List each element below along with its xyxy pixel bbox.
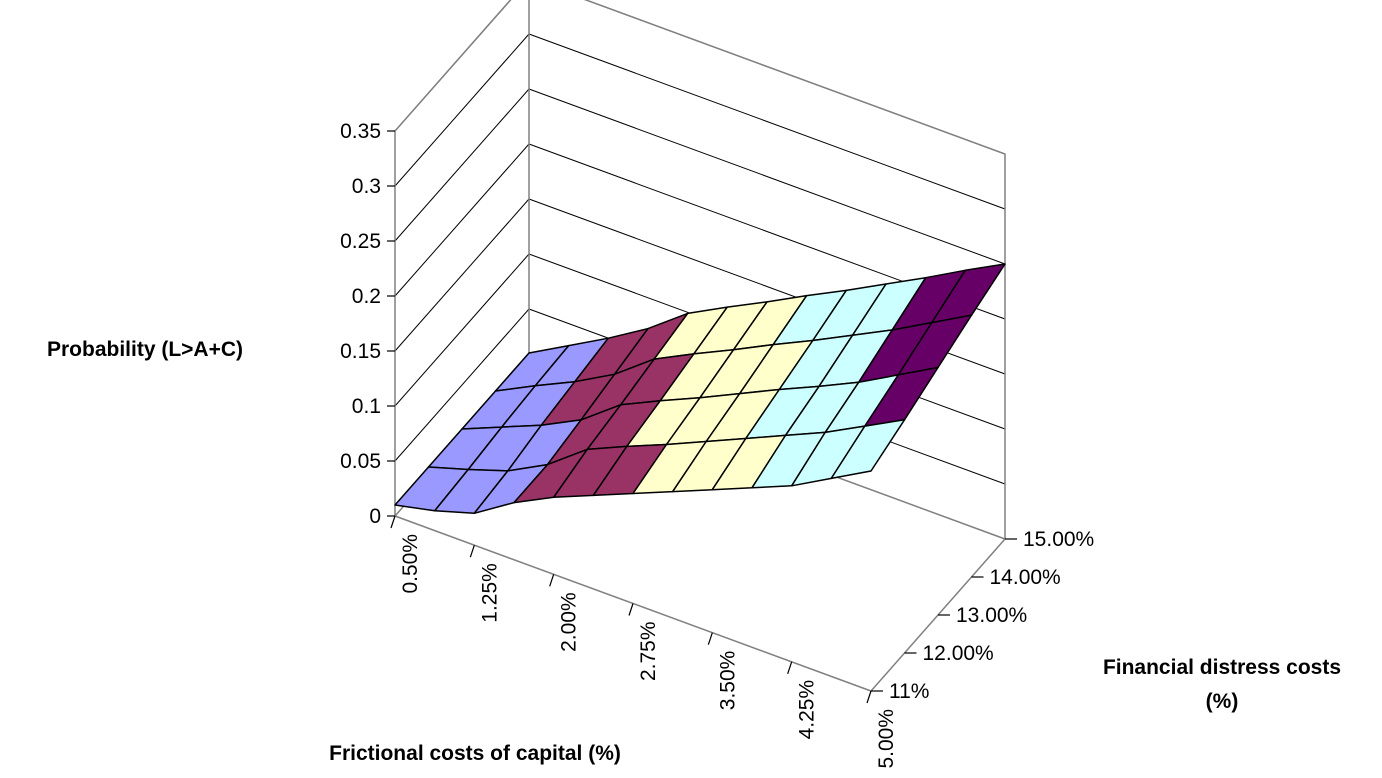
y-tick-label: 15.00% [1023,528,1094,551]
x-tick-label: 5.00% [875,709,898,769]
left-wall-gridline [394,198,530,352]
x-tick-label: 2.00% [558,592,581,652]
y-tick-label: 13.00% [956,604,1027,627]
left-wall-gridline [394,253,530,407]
z-tick-label: 0.3 [352,175,381,198]
left-wall-gridline [394,308,530,462]
x-tick-mark [469,544,475,558]
x-axis-title: Frictional costs of capital (%) [329,742,621,765]
x-tick-mark [707,632,713,645]
z-tick-label: 0.35 [340,120,381,143]
left-wall-gridline [394,88,530,242]
back-wall-gridline [528,33,1006,210]
x-tick-label: 0.50% [399,534,422,594]
y-tick-label: 12.00% [923,642,994,665]
z-tick-label: 0 [369,505,381,528]
x-tick-mark [787,661,793,675]
y-axis-title: (%) [1206,690,1239,713]
z-tick-label: 0.25 [340,230,381,253]
x-tick-label: 1.25% [478,563,501,623]
back-wall-gridline [528,88,1006,265]
y-tick-label: 14.00% [990,566,1061,589]
surface-cell [830,419,906,480]
z-axis-title: Probability (L>A+C) [47,338,243,361]
z-tick-label: 0.2 [352,285,381,308]
left-wall-gridline [394,33,530,187]
y-axis-title: Financial distress costs [1103,656,1341,679]
x-tick-mark [628,603,634,616]
z-tick-label: 0.1 [352,395,381,418]
back-wall-gridline [584,0,1006,155]
left-wall-gridline [394,143,530,297]
z-tick-label: 0.05 [340,450,381,473]
x-tick-mark [549,574,555,587]
x-tick-label: 4.25% [796,680,819,740]
x-tick-label: 2.75% [637,622,660,682]
x-tick-mark [390,515,396,529]
wall-frame-top [394,0,1006,539]
x-tick-mark [866,690,872,704]
y-tick-label: 11% [889,680,929,703]
z-tick-label: 0.15 [340,340,381,363]
x-tick-label: 3.50% [716,651,739,711]
